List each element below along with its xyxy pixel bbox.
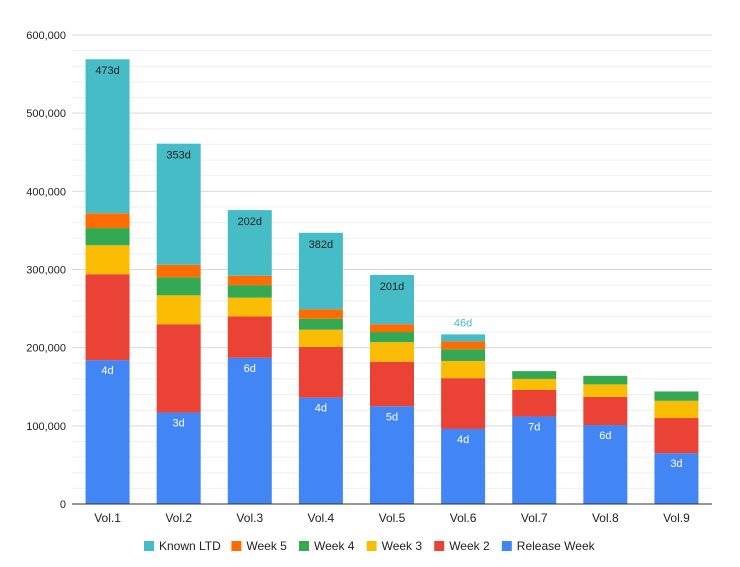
bar-segment-week-4: [654, 391, 699, 401]
legend: Known LTD Week 5 Week 4 Week 3 Week 2 Release…: [144, 539, 596, 553]
bar-segment-week-3: [583, 384, 628, 397]
bar-data-label: 3d: [173, 418, 185, 430]
data-labels: 4d 473d 3d 353d 6d 202d 4d 382d 5d 201d 4d 46d 7d 6d 3…: [95, 65, 682, 470]
bar-segment-week-5: [441, 341, 486, 350]
bar-segment-week-4: [441, 349, 486, 361]
bar-data-label: 5d: [386, 411, 398, 423]
bar-segment-week-2: [227, 316, 272, 358]
bar-segment-week-5: [298, 309, 343, 319]
bar-data-label: 4d: [457, 434, 469, 446]
bar-segment-week-5: [227, 275, 272, 286]
bar-segment-week-2: [512, 389, 557, 417]
bar-data-label: 4d: [315, 403, 327, 415]
legend-swatch: [434, 541, 445, 551]
y-tick-label: 200,000: [26, 343, 66, 355]
bar-data-label: 6d: [599, 430, 611, 442]
y-tick-label: 600,000: [26, 30, 66, 42]
bar-segment-known-ltd: [156, 143, 201, 265]
bar-segment-week-2: [85, 274, 130, 361]
y-tick-label: 0: [60, 499, 66, 511]
bar-segment-release-week: [583, 425, 628, 504]
x-tick-label: Vol.6: [450, 511, 477, 525]
bar-segment-week-2: [298, 346, 343, 398]
bar-segment-known-ltd: [85, 59, 130, 214]
bar-segment-week-3: [512, 378, 557, 390]
bar-segment-week-3: [441, 360, 486, 379]
bar-segment-release-week: [227, 357, 272, 504]
y-tick-label: 300,000: [26, 265, 66, 277]
x-tick-label: Vol.4: [308, 511, 335, 525]
x-tick-label: Vol.1: [94, 511, 121, 525]
bar-data-label: 382d: [309, 239, 333, 251]
x-tick-label: Vol.2: [165, 511, 192, 525]
bar-data-label: 473d: [95, 65, 119, 77]
x-tick-label: Vol.3: [236, 511, 263, 525]
x-tick-label: Vol.7: [521, 511, 548, 525]
y-tick-label: 400,000: [26, 186, 66, 198]
bar-segment-week-3: [227, 297, 272, 317]
bar-segment-week-4: [512, 371, 557, 379]
legend-swatch: [501, 541, 512, 551]
x-tick-label: Vol.5: [379, 511, 406, 525]
y-tick-label: 100,000: [26, 421, 66, 433]
bar-segment-known-ltd: [227, 210, 272, 276]
bar-segment-week-4: [227, 285, 272, 298]
bar-segment-release-week: [298, 397, 343, 504]
legend-swatch: [231, 541, 242, 551]
bar-segment-week-2: [654, 418, 699, 454]
bar-data-label: 201d: [380, 281, 404, 293]
bar-data-label: 4d: [101, 365, 113, 377]
legend-label: Release Week: [517, 539, 596, 553]
x-tick-label: Vol.8: [592, 511, 619, 525]
bar-segment-week-4: [156, 277, 201, 296]
legend-label: Week 2: [449, 539, 490, 553]
bar-segment-week-2: [583, 396, 628, 426]
y-tick-label: 500,000: [26, 108, 66, 120]
bar-segment-week-5: [156, 264, 201, 278]
legend-label: Week 4: [314, 539, 355, 553]
bars: [85, 59, 699, 504]
axes: 0 100,000 200,000 300,000 400,000 500,000 600,…: [26, 30, 712, 525]
bar-segment-week-3: [85, 245, 130, 275]
bar-segment-week-5: [370, 324, 414, 333]
bar-segment-week-4: [583, 375, 628, 385]
bar-segment-known-ltd: [298, 232, 343, 310]
bar-data-label: 353d: [166, 150, 190, 162]
bar-segment-release-week: [85, 360, 130, 504]
bar-segment-release-week: [370, 406, 414, 504]
bar-segment-week-4: [298, 318, 343, 330]
legend-label: Week 5: [246, 539, 287, 553]
bar-data-label: 3d: [670, 458, 682, 470]
legend-swatch: [366, 541, 377, 551]
bar-segment-week-3: [370, 342, 414, 362]
bar-segment-week-5: [85, 213, 130, 229]
bar-segment-week-4: [370, 332, 414, 343]
bar-segment-release-week: [512, 416, 557, 504]
legend-label: Known LTD: [159, 539, 221, 553]
bar-data-label: 202d: [238, 216, 262, 228]
bar-segment-week-2: [441, 378, 486, 429]
bar-data-label: 6d: [244, 363, 256, 375]
bar-segment-week-4: [85, 228, 130, 246]
bar-data-label: 46d: [454, 317, 472, 329]
bar-segment-week-3: [156, 295, 201, 325]
x-tick-label: Vol.9: [663, 511, 690, 525]
bar-segment-week-3: [298, 329, 343, 347]
bar-segment-week-2: [156, 324, 201, 413]
bar-segment-known-ltd: [441, 334, 486, 342]
legend-label: Week 3: [382, 539, 423, 553]
bar-segment-week-2: [370, 361, 414, 407]
bar-segment-release-week: [654, 453, 699, 504]
bar-segment-week-3: [654, 400, 699, 419]
bar-segment-release-week: [156, 412, 201, 504]
bar-segment-known-ltd: [370, 274, 414, 325]
legend-swatch: [144, 541, 154, 551]
bar-data-label: 7d: [528, 421, 540, 433]
legend-swatch: [299, 541, 309, 551]
bar-segment-release-week: [441, 428, 486, 504]
